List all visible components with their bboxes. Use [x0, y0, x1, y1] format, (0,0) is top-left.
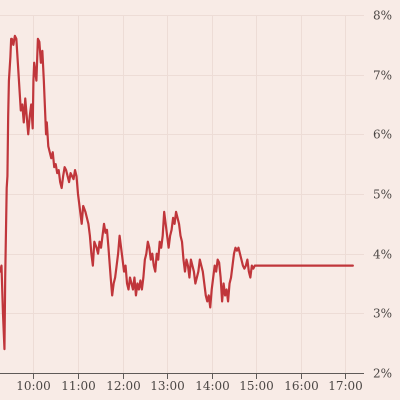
x-tick-label: 16:00: [284, 379, 319, 393]
x-tick-label: 13:00: [150, 379, 185, 393]
y-tick-label: 5%: [373, 188, 392, 202]
y-tick-label: 2%: [373, 367, 392, 381]
x-tick-label: 14:00: [195, 379, 230, 393]
x-tick-label: 15:00: [239, 379, 274, 393]
x-tick-label: 11:00: [61, 379, 96, 393]
x-tick-label: 10:00: [16, 379, 51, 393]
axis-layer: [0, 373, 364, 379]
y-tick-label: 7%: [373, 69, 392, 83]
series-line-0: [0, 34, 354, 351]
grid-layer: [0, 15, 364, 374]
y-tick-label: 6%: [373, 128, 392, 142]
x-tick-label: 12:00: [106, 379, 141, 393]
y-tick-label: 4%: [373, 248, 392, 262]
series-layer: [0, 34, 354, 351]
x-tick-label: 17:00: [328, 379, 363, 393]
y-tick-label: 3%: [373, 307, 392, 321]
label-layer: 2% 3% 4% 5% 6% 7% 8% 10:00 11:00 12:00 13:00 14:00 1…: [16, 9, 392, 394]
y-tick-label: 8%: [373, 9, 392, 23]
